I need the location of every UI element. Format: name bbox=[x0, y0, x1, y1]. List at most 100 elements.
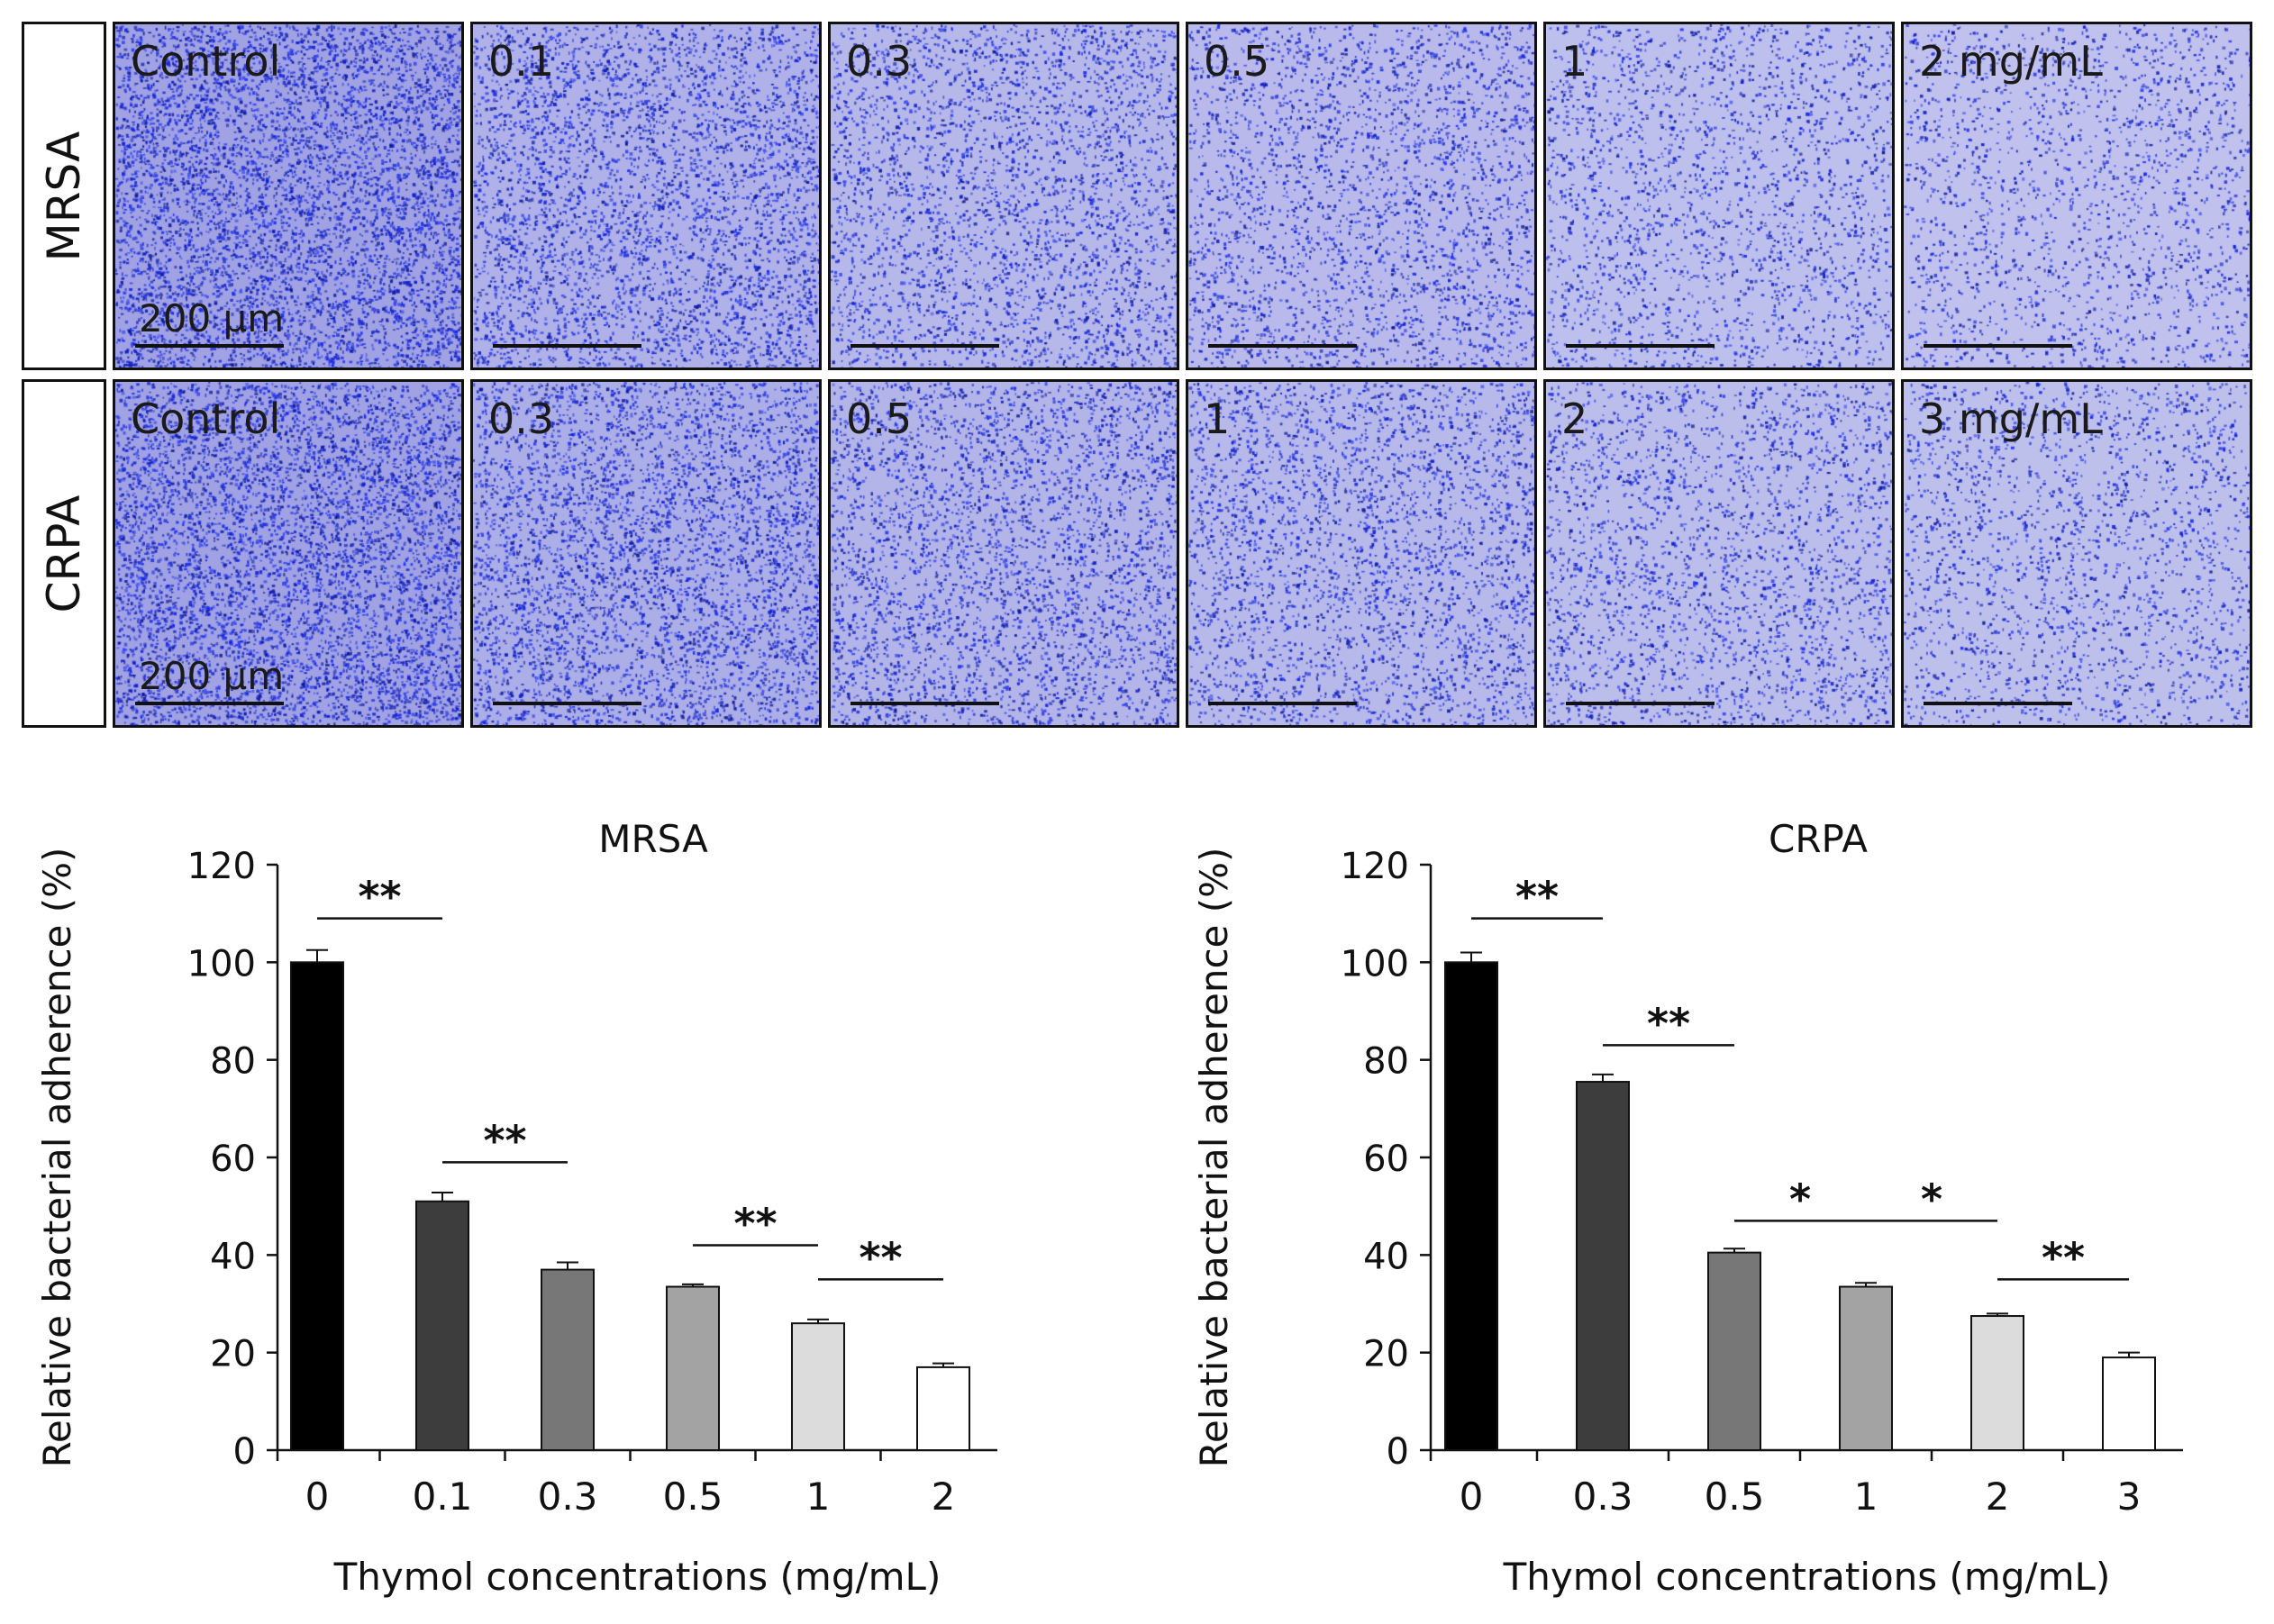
micrograph-crpa-4: 2 bbox=[1543, 379, 1895, 728]
x-tick-label: 2 bbox=[932, 1474, 956, 1519]
y-tick-label: 120 bbox=[1341, 846, 1409, 887]
significance-marker: ** bbox=[1515, 873, 1559, 921]
scale-bar bbox=[493, 344, 641, 348]
x-tick-label: 0.5 bbox=[1705, 1474, 1765, 1519]
chart-title: CRPA bbox=[1769, 817, 1868, 861]
bar bbox=[1970, 1315, 2024, 1451]
micrograph-label: 0.3 bbox=[488, 395, 555, 443]
scale-bar bbox=[1208, 702, 1357, 705]
significance-marker: ** bbox=[733, 1200, 777, 1248]
micrograph-label: 0.1 bbox=[488, 37, 555, 86]
bar bbox=[290, 961, 344, 1452]
chart-title: MRSA bbox=[598, 817, 708, 861]
x-tick-label: 1 bbox=[806, 1474, 831, 1519]
y-tick-label: 0 bbox=[1387, 1431, 1409, 1473]
x-tick-label: 0.5 bbox=[663, 1474, 723, 1519]
micrograph-label: 1 bbox=[1204, 395, 1231, 443]
scale-bar bbox=[850, 702, 999, 705]
micrograph-label: 1 bbox=[1561, 37, 1588, 86]
scale-bar bbox=[1208, 344, 1357, 348]
bar bbox=[1444, 961, 1498, 1452]
micrograph-crpa-2: 0.5 bbox=[828, 379, 1179, 728]
x-tick-label: 0 bbox=[1460, 1474, 1484, 1519]
micrograph-label: 2 mg/mL bbox=[1919, 37, 2103, 86]
micrograph-label: Control bbox=[131, 37, 281, 86]
micrograph-label: 2 bbox=[1561, 395, 1588, 443]
micrograph-label: Control bbox=[131, 395, 281, 443]
significance-marker: ** bbox=[2042, 1233, 2085, 1282]
micrograph-label: 3 mg/mL bbox=[1919, 395, 2103, 443]
y-tick-label: 20 bbox=[1363, 1334, 1409, 1375]
micrograph-image bbox=[1546, 382, 1892, 725]
micrograph-image bbox=[831, 24, 1177, 367]
x-tick-label: 0 bbox=[305, 1474, 330, 1519]
scale-bar bbox=[1566, 344, 1715, 348]
scale-bar bbox=[1924, 702, 2072, 705]
micrograph-mrsa-0: Control 200 μm bbox=[113, 22, 464, 370]
significance-marker: ** bbox=[859, 1233, 902, 1282]
significance-marker: ** bbox=[358, 873, 401, 921]
micrograph-crpa-1: 0.3 bbox=[470, 379, 822, 728]
significance-marker: ** bbox=[1647, 999, 1690, 1048]
y-tick-label: 60 bbox=[1363, 1139, 1409, 1180]
x-tick-label: 1 bbox=[1854, 1474, 1878, 1519]
scale-bar bbox=[135, 702, 284, 705]
micrograph-mrsa-3: 0.5 bbox=[1186, 22, 1537, 370]
row-label-mrsa: MRSA bbox=[22, 22, 106, 370]
scale-bar bbox=[1924, 344, 2072, 348]
micrograph-image bbox=[1188, 24, 1534, 367]
micrograph-mrsa-1: 0.1 bbox=[470, 22, 822, 370]
micrograph-image bbox=[1188, 382, 1534, 725]
micrograph-image bbox=[115, 382, 461, 725]
micrograph-image bbox=[1904, 24, 2250, 367]
scale-bar bbox=[1566, 702, 1715, 705]
micrograph-image bbox=[115, 24, 461, 367]
bar bbox=[666, 1285, 720, 1451]
scale-bar-label: 200 μm bbox=[139, 654, 285, 698]
y-tick-label: 80 bbox=[1363, 1041, 1409, 1083]
y-tick-label: 40 bbox=[1363, 1236, 1409, 1277]
micrograph-label: 0.3 bbox=[846, 37, 913, 86]
scale-bar bbox=[493, 702, 641, 705]
bar bbox=[916, 1365, 970, 1451]
bar bbox=[415, 1200, 469, 1451]
y-axis-label: Relative bacterial adherence (%) bbox=[35, 848, 79, 1468]
x-tick-label: 0.1 bbox=[413, 1474, 473, 1519]
micrograph-image bbox=[473, 382, 819, 725]
y-tick-label: 120 bbox=[187, 846, 256, 887]
x-tick-label: 0.3 bbox=[1573, 1474, 1633, 1519]
row-label-crpa: CRPA bbox=[22, 379, 106, 728]
micrograph-mrsa-5: 2 mg/mL bbox=[1901, 22, 2252, 370]
y-tick-label: 60 bbox=[210, 1139, 256, 1180]
bar bbox=[2102, 1356, 2156, 1452]
significance-marker: * bbox=[1789, 1175, 1811, 1223]
x-axis-label: Thymol concentrations (mg/mL) bbox=[333, 1555, 941, 1599]
bar bbox=[791, 1322, 845, 1451]
x-tick-label: 3 bbox=[2117, 1474, 2142, 1519]
micrograph-image bbox=[473, 24, 819, 367]
micrograph-image bbox=[1546, 24, 1892, 367]
micrograph-image bbox=[1904, 382, 2250, 725]
y-axis-label: Relative bacterial adherence (%) bbox=[1192, 848, 1236, 1468]
bar bbox=[1839, 1285, 1893, 1451]
micrograph-label: 0.5 bbox=[1204, 37, 1270, 86]
y-tick-label: 40 bbox=[210, 1236, 256, 1277]
micrograph-mrsa-2: 0.3 bbox=[828, 22, 1179, 370]
scale-bar-label: 200 μm bbox=[139, 296, 285, 340]
significance-marker: * bbox=[1921, 1175, 1942, 1223]
y-tick-label: 100 bbox=[1341, 943, 1409, 984]
micrograph-crpa-3: 1 bbox=[1186, 379, 1537, 728]
scale-bar bbox=[135, 344, 284, 348]
x-tick-label: 0.3 bbox=[538, 1474, 598, 1519]
micrograph-crpa-0: Control 200 μm bbox=[113, 379, 464, 728]
bar bbox=[1707, 1251, 1761, 1451]
micrograph-crpa-5: 3 mg/mL bbox=[1901, 379, 2252, 728]
y-tick-label: 20 bbox=[210, 1334, 256, 1375]
bar bbox=[541, 1268, 595, 1452]
y-tick-label: 80 bbox=[210, 1041, 256, 1083]
bar bbox=[1576, 1081, 1630, 1451]
x-axis-label: Thymol concentrations (mg/mL) bbox=[1503, 1555, 2111, 1599]
x-tick-label: 2 bbox=[1986, 1474, 2010, 1519]
